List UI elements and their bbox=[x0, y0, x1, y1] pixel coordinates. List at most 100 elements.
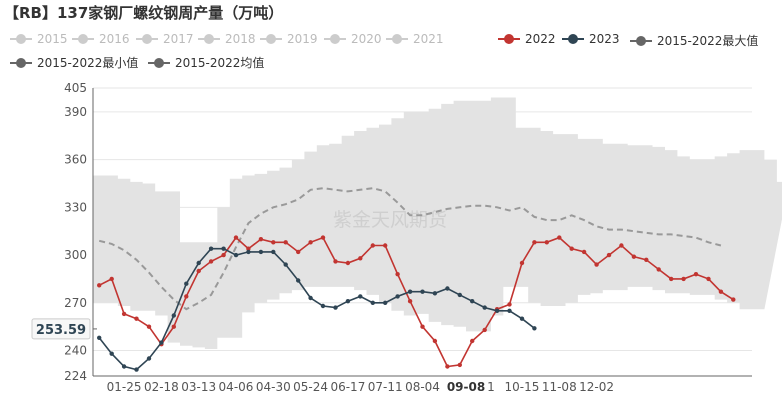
legend-marker-icon bbox=[324, 33, 346, 45]
point-2023[interactable] bbox=[221, 246, 226, 251]
point-2022[interactable] bbox=[718, 289, 724, 294]
point-2022[interactable] bbox=[233, 235, 239, 240]
point-2022[interactable] bbox=[146, 324, 152, 329]
legend-item-5[interactable]: 2020 bbox=[324, 32, 382, 46]
point-2023[interactable] bbox=[370, 300, 375, 305]
point-2022[interactable] bbox=[519, 260, 525, 266]
point-2022[interactable] bbox=[656, 267, 661, 272]
point-2023[interactable] bbox=[146, 356, 152, 361]
point-2023[interactable] bbox=[184, 281, 189, 286]
legend-item-7[interactable]: 2022 bbox=[498, 32, 556, 46]
point-2022[interactable] bbox=[557, 235, 562, 240]
point-2022[interactable] bbox=[470, 338, 475, 344]
point-2022[interactable] bbox=[208, 259, 214, 264]
legend-item-4[interactable]: 2019 bbox=[260, 32, 318, 46]
point-2023[interactable] bbox=[383, 300, 388, 305]
point-2022[interactable] bbox=[432, 338, 438, 344]
point-2022[interactable] bbox=[507, 302, 512, 307]
point-2023[interactable] bbox=[308, 295, 313, 301]
point-2022[interactable] bbox=[532, 240, 537, 245]
point-2022[interactable] bbox=[171, 324, 176, 329]
legend-item-2[interactable]: 2017 bbox=[136, 32, 194, 46]
point-2022[interactable] bbox=[121, 311, 127, 317]
point-2022[interactable] bbox=[669, 276, 674, 282]
point-2023[interactable] bbox=[470, 299, 475, 304]
point-2023[interactable] bbox=[494, 308, 500, 313]
point-2022[interactable] bbox=[420, 324, 425, 329]
point-2022[interactable] bbox=[594, 262, 599, 267]
point-2022[interactable] bbox=[258, 237, 264, 242]
point-2022[interactable] bbox=[283, 240, 288, 245]
point-2022[interactable] bbox=[271, 240, 276, 245]
point-2022[interactable] bbox=[544, 240, 549, 245]
legend-item-1[interactable]: 2016 bbox=[72, 32, 130, 46]
point-2022[interactable] bbox=[97, 283, 102, 288]
point-2023[interactable] bbox=[457, 292, 462, 298]
point-2022[interactable] bbox=[184, 294, 189, 299]
point-2022[interactable] bbox=[109, 276, 114, 282]
legend-item-0[interactable]: 2015 bbox=[10, 32, 68, 46]
legend-item-10[interactable]: 2015-2022最小值 bbox=[10, 54, 138, 71]
legend-item-3[interactable]: 2018 bbox=[198, 32, 256, 46]
point-2023[interactable] bbox=[171, 313, 176, 318]
point-2022[interactable] bbox=[333, 259, 338, 264]
point-2023[interactable] bbox=[134, 367, 139, 372]
legend-item-6[interactable]: 2021 bbox=[386, 32, 444, 46]
point-2022[interactable] bbox=[706, 276, 711, 282]
point-2023[interactable] bbox=[320, 303, 326, 309]
point-2023[interactable] bbox=[407, 289, 413, 294]
point-2022[interactable] bbox=[681, 276, 686, 282]
legend-label: 2015-2022最小值 bbox=[37, 56, 139, 70]
point-2022[interactable] bbox=[246, 246, 251, 251]
point-2022[interactable] bbox=[619, 243, 624, 248]
point-2022[interactable] bbox=[581, 249, 587, 255]
point-2023[interactable] bbox=[271, 249, 276, 255]
point-2023[interactable] bbox=[97, 335, 102, 340]
point-2023[interactable] bbox=[519, 316, 525, 321]
legend-item-11[interactable]: 2015-2022均值 bbox=[148, 54, 264, 71]
point-2022[interactable] bbox=[445, 364, 450, 369]
point-2022[interactable] bbox=[320, 235, 326, 240]
point-2023[interactable] bbox=[258, 249, 264, 255]
point-2022[interactable] bbox=[196, 268, 201, 274]
point-2022[interactable] bbox=[358, 256, 363, 261]
point-2022[interactable] bbox=[221, 252, 226, 258]
point-2022[interactable] bbox=[606, 252, 612, 258]
point-2023[interactable] bbox=[395, 294, 400, 299]
point-2023[interactable] bbox=[333, 305, 338, 310]
point-2022[interactable] bbox=[134, 316, 139, 321]
point-2023[interactable] bbox=[196, 260, 201, 266]
point-2023[interactable] bbox=[246, 249, 251, 255]
point-2023[interactable] bbox=[358, 294, 363, 299]
point-2023[interactable] bbox=[283, 262, 288, 267]
point-2023[interactable] bbox=[208, 246, 214, 251]
point-2022[interactable] bbox=[308, 240, 313, 245]
point-2023[interactable] bbox=[233, 252, 239, 258]
point-2022[interactable] bbox=[370, 243, 375, 248]
point-2023[interactable] bbox=[121, 364, 127, 369]
point-2022[interactable] bbox=[731, 297, 736, 302]
point-2023[interactable] bbox=[432, 291, 438, 296]
point-2023[interactable] bbox=[159, 340, 164, 345]
point-2022[interactable] bbox=[457, 362, 462, 368]
point-2022[interactable] bbox=[631, 254, 637, 259]
point-2023[interactable] bbox=[109, 351, 114, 356]
point-2022[interactable] bbox=[569, 246, 574, 251]
point-2023[interactable] bbox=[482, 305, 487, 310]
point-2023[interactable] bbox=[532, 326, 537, 331]
point-2023[interactable] bbox=[420, 289, 425, 294]
point-2022[interactable] bbox=[644, 257, 649, 262]
point-2022[interactable] bbox=[407, 299, 413, 304]
point-2022[interactable] bbox=[345, 260, 351, 266]
point-2023[interactable] bbox=[345, 299, 351, 304]
point-2023[interactable] bbox=[507, 308, 512, 313]
point-2023[interactable] bbox=[445, 286, 450, 291]
point-2022[interactable] bbox=[383, 243, 388, 248]
point-2022[interactable] bbox=[693, 272, 699, 277]
point-2022[interactable] bbox=[395, 272, 400, 277]
legend-item-9[interactable]: 2015-2022最大值 bbox=[630, 32, 758, 49]
point-2022[interactable] bbox=[482, 327, 487, 333]
point-2022[interactable] bbox=[296, 249, 301, 255]
point-2023[interactable] bbox=[296, 278, 301, 283]
legend-item-8[interactable]: 2023 bbox=[562, 32, 620, 46]
